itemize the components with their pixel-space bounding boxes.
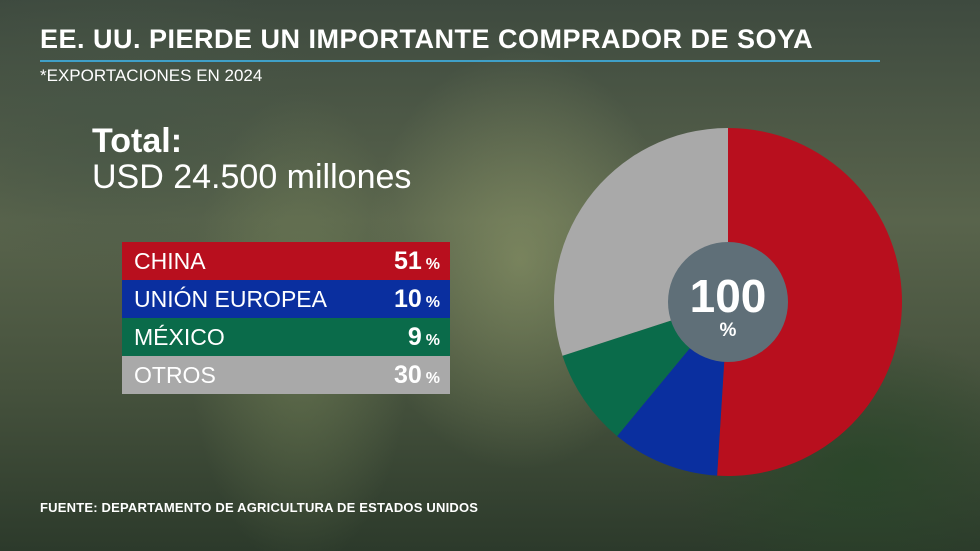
- page-title: EE. UU. PIERDE UN IMPORTANTE COMPRADOR D…: [40, 24, 814, 54]
- page-subtitle: *EXPORTACIONES EN 2024: [40, 66, 263, 85]
- total-label: Total:: [92, 122, 183, 160]
- legend-value: 9%: [407, 322, 440, 351]
- pie-center: [668, 242, 788, 362]
- title-underline: [40, 60, 880, 62]
- total-value: USD 24.500 millones: [92, 158, 412, 196]
- pie-chart: 100 %: [554, 128, 902, 476]
- pie-center-value: 100: [690, 270, 767, 322]
- pie-center-unit: %: [720, 320, 737, 341]
- legend-row-otros: OTROS 30%: [122, 356, 450, 394]
- legend-row-china: CHINA 51%: [122, 242, 450, 280]
- legend-label: OTROS: [134, 361, 216, 388]
- legend-label: CHINA: [134, 247, 206, 274]
- legend-table: CHINA 51% UNIÓN EUROPEA 10% MÉXICO 9% OT…: [122, 242, 450, 394]
- source-note: FUENTE: DEPARTAMENTO DE AGRICULTURA DE E…: [40, 500, 479, 515]
- legend-row-mexico: MÉXICO 9%: [122, 318, 450, 356]
- legend-label: MÉXICO: [134, 323, 225, 350]
- pie-slice-china: [717, 128, 902, 476]
- legend-label: UNIÓN EUROPEA: [134, 285, 327, 312]
- legend-value: 10%: [393, 284, 440, 313]
- legend-value: 51%: [393, 246, 440, 275]
- legend-row-union-europea: UNIÓN EUROPEA 10%: [122, 280, 450, 318]
- legend-value: 30%: [393, 360, 440, 389]
